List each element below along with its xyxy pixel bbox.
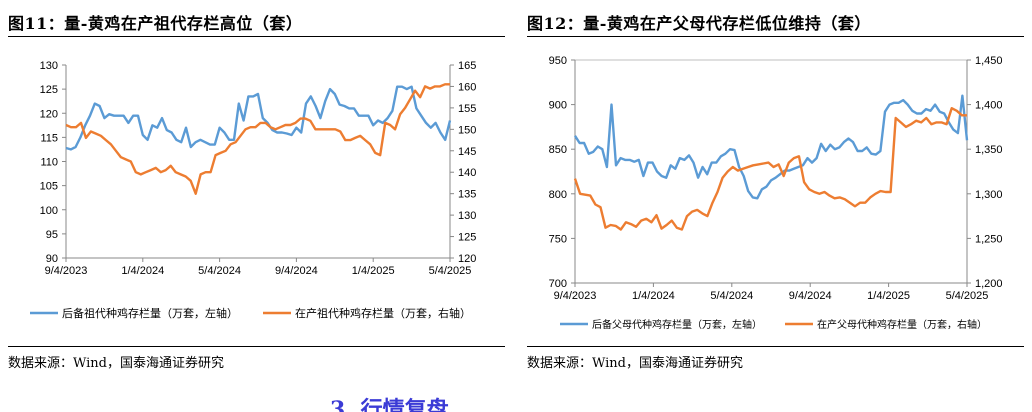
left-tick-label: 750 [549,233,567,245]
left-panel: 图11：量-黄鸡在产祖代存栏高位（套） 90 95 100 105 110 115 120 1… [8,0,505,412]
right-tick-label: 145 [458,146,476,158]
right-tick-label: 130 [458,210,476,222]
legend-label-1: 后备父母代种鸡存栏量（万套，左轴） [592,318,762,331]
x-tick-label: 1/4/2025 [352,265,395,277]
x-tick-label: 9/4/2023 [45,265,88,277]
left-tick-label: 120 [40,108,58,120]
left-bottom-rule [8,346,505,347]
left-tick-label: 125 [40,84,58,96]
left-title-rule [8,36,505,37]
right-chart: 700 750 800 850 900 950 1,200 1,250 1,300 1,350 1,… [549,55,1003,331]
right-tick-label: 125 [458,232,476,244]
right-chart-title: 图12：量-黄鸡在产父母代存栏低位维持（套） [527,14,871,33]
right-tick-label: 160 [458,81,476,93]
legend-label-2: 在产父母代种鸡存栏量（万套，右轴） [817,318,987,331]
series-line-2 [65,83,450,195]
right-bottom-rule [527,346,1024,347]
left-tick-label: 100 [40,205,58,217]
left-chart: 90 95 100 105 110 115 120 125 130 120 125 130 135 140… [30,60,476,320]
left-tick-label: 130 [40,60,58,72]
right-tick-label: 120 [458,253,476,265]
right-tick-label: 150 [458,124,476,136]
right-tick-label: 1,300 [975,189,1003,201]
x-tick-label: 1/4/2024 [632,290,675,302]
left-tick-label: 90 [46,253,58,265]
left-tick-label: 110 [40,157,58,169]
x-tick-label: 5/4/2025 [946,290,989,302]
x-tick-label: 9/4/2023 [554,290,597,302]
left-tick-label: 850 [549,144,567,156]
x-tick-label: 5/4/2025 [429,265,472,277]
right-tick-label: 1,400 [975,100,1003,112]
left-tick-label: 700 [549,278,567,290]
left-source-note: 数据来源：Wind，国泰海通证券研究 [8,356,224,371]
right-tick-label: 135 [458,189,476,201]
legend-label-2: 在产祖代种鸡存栏量（万套，右轴） [295,306,471,320]
right-tick-label: 1,250 [975,233,1003,245]
left-tick-label: 950 [549,55,567,67]
x-tick-label: 1/4/2025 [867,290,910,302]
left-tick-label: 95 [46,229,58,241]
section-heading: 3. 行情复盘 [330,397,449,412]
right-tick-label: 1,450 [975,55,1003,67]
left-tick-label: 800 [549,189,567,201]
right-tick-label: 155 [458,103,476,115]
left-tick-label: 115 [40,132,58,144]
right-title-rule [527,36,1024,37]
series-line-1 [65,85,452,151]
right-tick-label: 1,200 [975,278,1003,290]
series-line-1 [573,94,969,200]
series-line-2 [573,106,967,231]
x-tick-label: 9/4/2024 [275,265,318,277]
left-tick-label: 105 [40,181,58,193]
x-tick-label: 5/4/2024 [710,290,753,302]
left-chart-title: 图11：量-黄鸡在产祖代存栏高位（套） [8,14,303,33]
x-tick-label: 5/4/2024 [198,265,241,277]
x-tick-label: 9/4/2024 [789,290,832,302]
right-panel: 图12：量-黄鸡在产父母代存栏低位维持（套） 700 750 800 850 900 95… [527,0,1024,412]
legend-label-1: 后备祖代种鸡存栏量（万套，左轴） [62,306,238,320]
x-tick-label: 1/4/2024 [121,265,164,277]
left-tick-label: 900 [549,100,567,112]
plot-frame [574,59,968,284]
right-tick-label: 165 [458,60,476,72]
right-tick-label: 1,350 [975,144,1003,156]
right-source-note: 数据来源：Wind，国泰海通证券研究 [527,356,743,371]
right-tick-label: 140 [458,167,476,179]
